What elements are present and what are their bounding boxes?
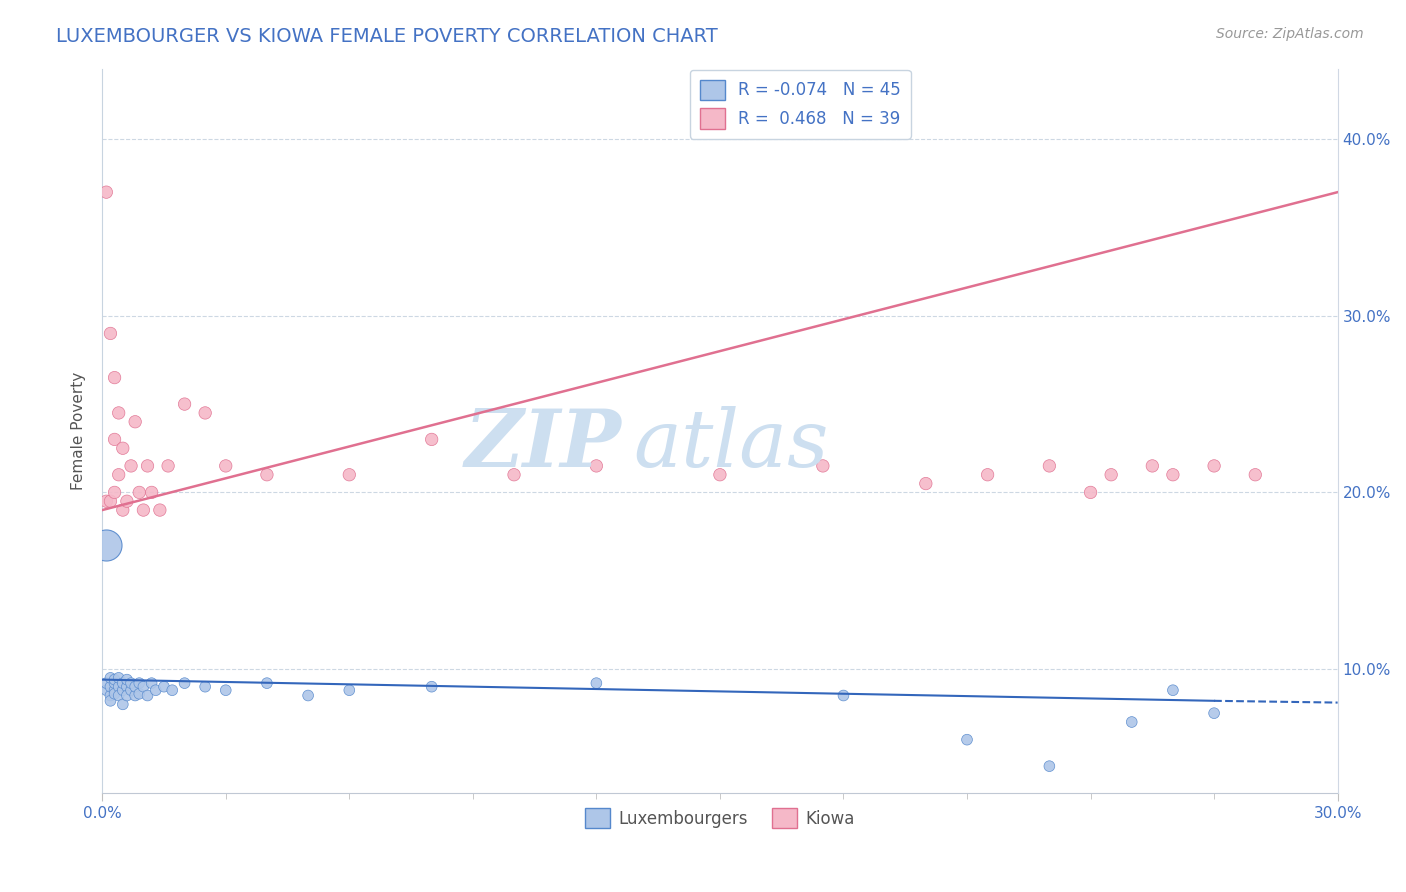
Point — [1204, 706, 1226, 721]
Point — [1099, 467, 1122, 482]
Point — [120, 458, 142, 473]
Point — [111, 676, 134, 690]
Point — [215, 458, 238, 473]
Point — [136, 689, 159, 703]
Point — [1204, 458, 1226, 473]
Point — [120, 676, 142, 690]
Point — [120, 683, 142, 698]
Legend: Luxembourgers, Kiowa: Luxembourgers, Kiowa — [578, 801, 862, 835]
Point — [96, 185, 118, 199]
Point — [107, 671, 129, 685]
Point — [145, 683, 167, 698]
Point — [194, 406, 217, 420]
Point — [956, 732, 979, 747]
Point — [100, 680, 122, 694]
Point — [141, 676, 163, 690]
Point — [111, 698, 134, 712]
Point — [124, 415, 146, 429]
Point — [103, 673, 125, 687]
Point — [132, 503, 155, 517]
Point — [107, 406, 129, 420]
Point — [811, 458, 834, 473]
Point — [124, 689, 146, 703]
Point — [503, 467, 526, 482]
Point — [976, 467, 998, 482]
Point — [103, 370, 125, 384]
Point — [103, 485, 125, 500]
Point — [1142, 458, 1164, 473]
Point — [215, 683, 238, 698]
Point — [128, 676, 150, 690]
Point — [132, 680, 155, 694]
Point — [149, 503, 172, 517]
Point — [337, 467, 360, 482]
Point — [107, 467, 129, 482]
Point — [1161, 467, 1184, 482]
Point — [96, 538, 118, 552]
Point — [103, 676, 125, 690]
Point — [585, 676, 607, 690]
Point — [115, 494, 138, 508]
Point — [914, 476, 936, 491]
Point — [96, 683, 118, 698]
Point — [256, 467, 278, 482]
Point — [256, 676, 278, 690]
Point — [103, 683, 125, 698]
Point — [115, 680, 138, 694]
Point — [157, 458, 180, 473]
Point — [100, 694, 122, 708]
Point — [832, 689, 855, 703]
Point — [337, 683, 360, 698]
Point — [96, 676, 118, 690]
Point — [1038, 458, 1060, 473]
Point — [1244, 467, 1267, 482]
Point — [173, 397, 195, 411]
Point — [107, 680, 129, 694]
Point — [1161, 683, 1184, 698]
Point — [160, 683, 183, 698]
Point — [103, 687, 125, 701]
Point — [297, 689, 319, 703]
Point — [1038, 759, 1060, 773]
Point — [100, 494, 122, 508]
Point — [709, 467, 731, 482]
Point — [96, 494, 118, 508]
Point — [128, 485, 150, 500]
Point — [420, 433, 443, 447]
Point — [585, 458, 607, 473]
Point — [141, 485, 163, 500]
Point — [111, 442, 134, 456]
Point — [103, 433, 125, 447]
Point — [173, 676, 195, 690]
Text: ZIP: ZIP — [464, 407, 621, 483]
Text: LUXEMBOURGER VS KIOWA FEMALE POVERTY CORRELATION CHART: LUXEMBOURGER VS KIOWA FEMALE POVERTY COR… — [56, 27, 718, 45]
Point — [100, 326, 122, 341]
Point — [420, 680, 443, 694]
Y-axis label: Female Poverty: Female Poverty — [72, 371, 86, 490]
Point — [100, 671, 122, 685]
Point — [107, 689, 129, 703]
Point — [100, 689, 122, 703]
Point — [194, 680, 217, 694]
Point — [115, 689, 138, 703]
Point — [1080, 485, 1102, 500]
Point — [1121, 714, 1143, 729]
Point — [136, 458, 159, 473]
Point — [153, 680, 176, 694]
Point — [111, 683, 134, 698]
Point — [124, 680, 146, 694]
Point — [115, 673, 138, 687]
Text: Source: ZipAtlas.com: Source: ZipAtlas.com — [1216, 27, 1364, 41]
Text: atlas: atlas — [634, 407, 828, 483]
Point — [111, 503, 134, 517]
Point — [128, 687, 150, 701]
